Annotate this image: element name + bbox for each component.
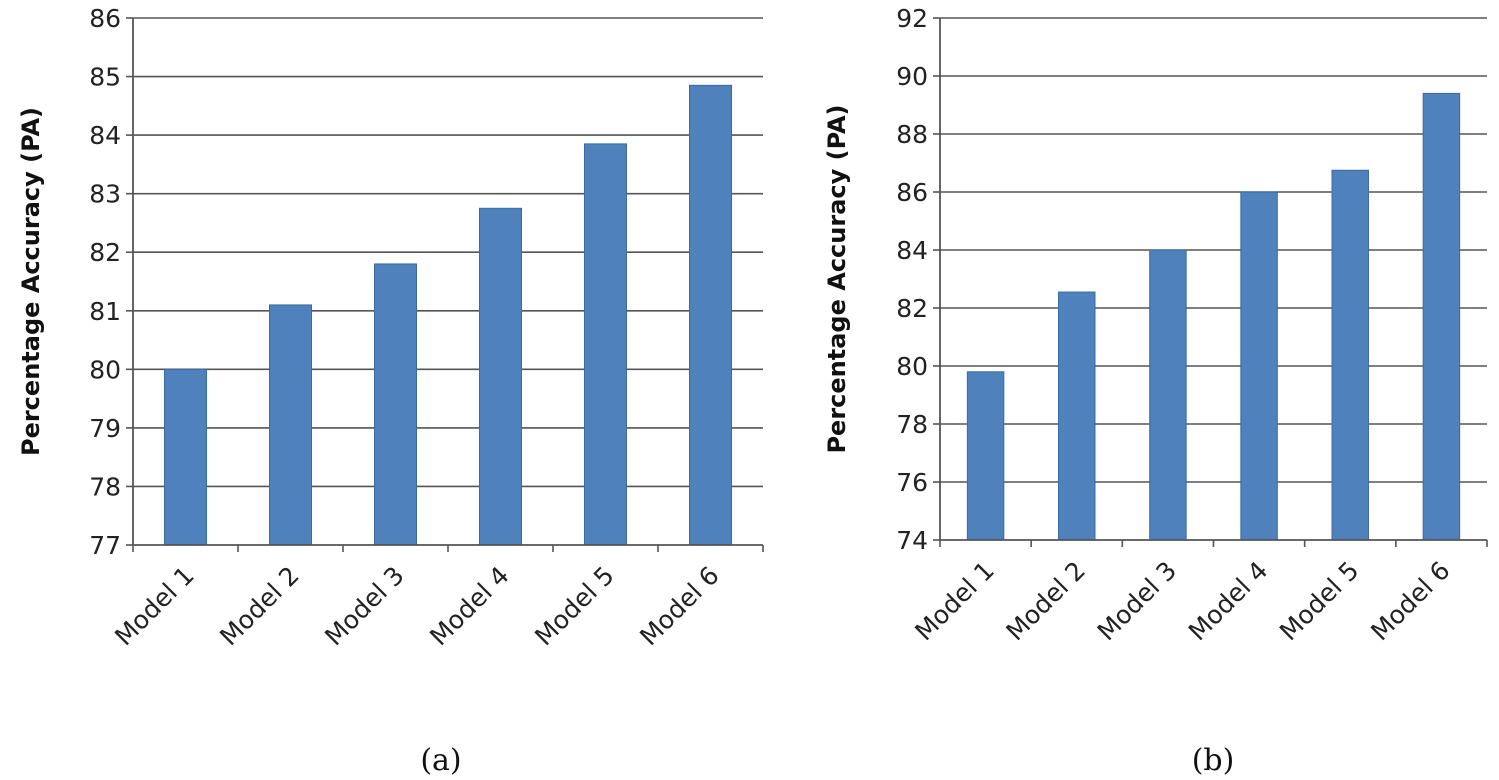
- bar: [1149, 249, 1187, 541]
- x-tick-labels: Model 1 Model 2 Model 3 Model 4 Model 5 Model…: [109, 561, 724, 651]
- axes: [126, 17, 764, 552]
- axes: [933, 17, 1488, 547]
- bar: [1240, 191, 1278, 541]
- bar: [1331, 169, 1369, 541]
- y-tick-label: 90: [896, 62, 928, 91]
- bars: [966, 92, 1461, 541]
- y-tick-label: 85: [89, 63, 121, 92]
- x-tick-label: Model 6: [634, 561, 724, 651]
- y-tick-labels: 77 78 79 80 81 82 83 84 85 86: [89, 4, 121, 560]
- y-axis-title: Percentage Accuracy (PA): [17, 107, 45, 456]
- y-tick-label: 86: [896, 178, 928, 207]
- bar: [374, 263, 417, 546]
- bar: [1058, 291, 1096, 541]
- y-tick-label: 84: [896, 236, 928, 265]
- bar: [966, 371, 1005, 541]
- y-tick-label: 86: [89, 4, 121, 33]
- y-tick-label: 77: [89, 531, 121, 560]
- y-tick-label: 80: [89, 355, 121, 384]
- x-tick-label: Model 2: [214, 561, 304, 651]
- bar: [584, 143, 627, 546]
- panel-caption: (a): [420, 743, 461, 778]
- x-tick-label: Model 3: [319, 561, 409, 651]
- y-tick-label: 92: [896, 4, 928, 33]
- y-tick-label: 78: [89, 472, 121, 501]
- x-tick-label: Model 5: [529, 561, 619, 651]
- x-tick-label: Model 3: [1092, 556, 1182, 646]
- x-tick-label: Model 6: [1365, 556, 1455, 646]
- y-tick-labels: 74 76 78 80 82 84 86 88 90 92: [896, 4, 928, 555]
- x-tick-label: Model 1: [909, 556, 999, 646]
- y-tick-label: 83: [89, 180, 121, 209]
- gridlines: [133, 17, 763, 488]
- x-tick-label: Model 4: [424, 561, 514, 651]
- y-tick-label: 76: [896, 468, 928, 497]
- bar: [269, 304, 312, 546]
- y-tick-label: 82: [89, 238, 121, 267]
- x-tick-label: Model 2: [1001, 556, 1091, 646]
- x-tick-label: Model 5: [1274, 556, 1364, 646]
- y-tick-label: 81: [89, 297, 121, 326]
- bar: [164, 368, 207, 546]
- y-tick-label: 80: [896, 352, 928, 381]
- bars: [164, 84, 732, 546]
- y-tick-label: 82: [896, 294, 928, 323]
- y-tick-label: 78: [896, 410, 928, 439]
- bar: [689, 84, 732, 546]
- y-axis-title: Percentage Accuracy (PA): [823, 104, 851, 453]
- y-tick-label: 79: [89, 414, 121, 443]
- bar: [1422, 92, 1461, 541]
- bar: [479, 207, 522, 546]
- y-tick-label: 84: [89, 121, 121, 150]
- x-tick-label: Model 1: [109, 561, 199, 651]
- x-tick-label: Model 4: [1183, 556, 1273, 646]
- x-tick-labels: Model 1 Model 2 Model 3 Model 4 Model 5 Model…: [909, 556, 1455, 646]
- y-tick-label: 88: [896, 120, 928, 149]
- panel-caption: (b): [1192, 743, 1235, 778]
- y-tick-label: 74: [896, 526, 928, 555]
- gridlines: [940, 17, 1487, 483]
